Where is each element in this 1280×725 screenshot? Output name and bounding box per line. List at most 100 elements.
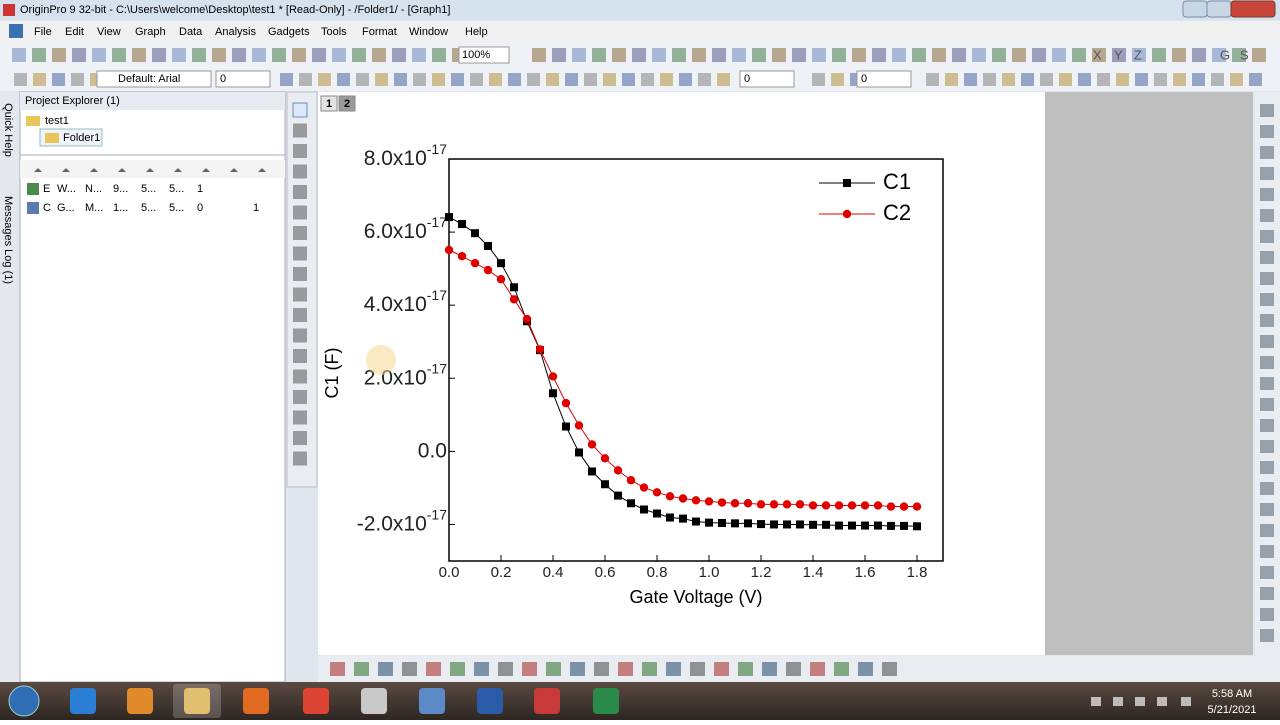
toolbar-button[interactable] bbox=[470, 73, 483, 86]
toolbar-button[interactable] bbox=[1212, 48, 1226, 62]
taskbar-app[interactable] bbox=[127, 688, 153, 714]
toolbar-button[interactable] bbox=[660, 73, 673, 86]
tool-button[interactable] bbox=[293, 267, 307, 281]
toolbar-button[interactable] bbox=[192, 48, 206, 62]
taskbar-app[interactable] bbox=[419, 688, 445, 714]
toolbar-button[interactable] bbox=[752, 48, 766, 62]
tool-button[interactable] bbox=[642, 662, 657, 676]
toolbar-button[interactable] bbox=[356, 73, 369, 86]
toolbar-button[interactable] bbox=[337, 73, 350, 86]
toolbar-button[interactable] bbox=[172, 48, 186, 62]
tool-button[interactable] bbox=[1260, 293, 1274, 306]
menu-item[interactable]: Format bbox=[362, 26, 397, 38]
toolbar-button[interactable] bbox=[352, 48, 366, 62]
toolbar-button[interactable] bbox=[392, 48, 406, 62]
tool-button[interactable] bbox=[570, 662, 585, 676]
toolbar-button[interactable] bbox=[508, 73, 521, 86]
toolbar-button[interactable] bbox=[527, 73, 540, 86]
toolbar-button[interactable] bbox=[375, 73, 388, 86]
tree-root[interactable]: test1 bbox=[45, 115, 69, 127]
toolbar-button[interactable] bbox=[232, 48, 246, 62]
toolbar-button[interactable] bbox=[1116, 73, 1129, 86]
tool-button[interactable] bbox=[666, 662, 681, 676]
toolbar-button[interactable] bbox=[1078, 73, 1091, 86]
toolbar-button[interactable] bbox=[972, 48, 986, 62]
tool-button[interactable] bbox=[292, 102, 308, 118]
toolbar-button[interactable] bbox=[272, 48, 286, 62]
tool-button[interactable] bbox=[882, 662, 897, 676]
tool-button[interactable] bbox=[293, 246, 307, 261]
toolbar-button[interactable] bbox=[772, 48, 786, 62]
toolbar-button[interactable] bbox=[1154, 73, 1167, 86]
menu-item[interactable]: Edit bbox=[65, 26, 84, 38]
tool-button[interactable] bbox=[1260, 314, 1274, 327]
taskbar-app[interactable] bbox=[477, 688, 503, 714]
toolbar-button[interactable] bbox=[926, 73, 939, 86]
toolbar-button[interactable] bbox=[532, 48, 546, 62]
toolbar-button[interactable] bbox=[432, 73, 445, 86]
line-width-box[interactable] bbox=[739, 70, 795, 88]
toolbar-button[interactable] bbox=[1152, 48, 1166, 62]
tool-button[interactable] bbox=[1260, 503, 1274, 516]
tool-button[interactable] bbox=[1260, 377, 1274, 390]
tool-button[interactable] bbox=[293, 328, 307, 343]
toolbar-button[interactable] bbox=[1059, 73, 1072, 86]
toolbar-button[interactable] bbox=[72, 48, 86, 62]
tool-button[interactable] bbox=[1260, 566, 1274, 579]
toolbar-button[interactable] bbox=[912, 48, 926, 62]
toolbar-button[interactable] bbox=[212, 48, 226, 62]
toolbar-button[interactable] bbox=[992, 48, 1006, 62]
toolbar-button[interactable] bbox=[152, 48, 166, 62]
tool-button[interactable] bbox=[786, 662, 801, 676]
toolbar-button[interactable] bbox=[1072, 48, 1086, 62]
tool-button[interactable] bbox=[426, 662, 441, 676]
tool-button[interactable] bbox=[1260, 524, 1274, 537]
toolbar-button[interactable] bbox=[732, 48, 746, 62]
tray-icon[interactable] bbox=[1091, 697, 1101, 706]
toolbar-button[interactable] bbox=[432, 48, 446, 62]
toolbar-button[interactable] bbox=[717, 73, 730, 86]
tool-button[interactable] bbox=[293, 410, 307, 425]
taskbar-app[interactable] bbox=[184, 688, 210, 714]
tool-button[interactable] bbox=[293, 226, 307, 240]
tool-button[interactable] bbox=[293, 390, 307, 404]
tool-button[interactable] bbox=[834, 662, 849, 676]
tray-icon[interactable] bbox=[1113, 697, 1123, 706]
toolbar-letter[interactable]: S bbox=[1240, 47, 1249, 62]
toolbar-button[interactable] bbox=[964, 73, 977, 86]
toolbar-button[interactable] bbox=[872, 48, 886, 62]
menu-item[interactable]: File bbox=[34, 26, 52, 38]
menu-item[interactable]: Window bbox=[409, 26, 448, 38]
toolbar-button[interactable] bbox=[565, 73, 578, 86]
tool-button[interactable] bbox=[762, 662, 777, 676]
toolbar-button[interactable] bbox=[372, 48, 386, 62]
tool-button[interactable] bbox=[293, 349, 307, 363]
toolbar-button[interactable] bbox=[652, 48, 666, 62]
toolbar-letter[interactable]: G bbox=[1220, 47, 1230, 62]
toolbar-button[interactable] bbox=[132, 48, 146, 62]
toolbar-button[interactable] bbox=[552, 48, 566, 62]
zoom-box[interactable] bbox=[458, 46, 510, 64]
axis-button[interactable]: Z bbox=[1134, 47, 1142, 62]
menu-item[interactable]: Gadgets bbox=[268, 26, 310, 38]
tool-button[interactable] bbox=[618, 662, 633, 676]
toolbar-button[interactable] bbox=[14, 73, 27, 86]
tool-button[interactable] bbox=[1260, 251, 1274, 264]
tool-button[interactable] bbox=[1260, 545, 1274, 558]
taskbar-app[interactable] bbox=[243, 688, 269, 714]
toolbar-button[interactable] bbox=[792, 48, 806, 62]
toolbar-button[interactable] bbox=[32, 48, 46, 62]
toolbar-button[interactable] bbox=[852, 48, 866, 62]
toolbar-button[interactable] bbox=[252, 48, 266, 62]
toolbar-button[interactable] bbox=[1192, 48, 1206, 62]
axis-button[interactable]: X bbox=[1093, 47, 1102, 62]
tool-button[interactable] bbox=[293, 205, 307, 220]
tool-button[interactable] bbox=[594, 662, 609, 676]
toolbar-button[interactable] bbox=[280, 73, 293, 86]
menu-item[interactable]: Analysis bbox=[215, 26, 256, 38]
menu-item[interactable]: Tools bbox=[321, 26, 347, 38]
toolbar-button[interactable] bbox=[1032, 48, 1046, 62]
toolbar-button[interactable] bbox=[603, 73, 616, 86]
font-size-box[interactable] bbox=[215, 70, 271, 88]
tool-button[interactable] bbox=[1260, 209, 1274, 222]
